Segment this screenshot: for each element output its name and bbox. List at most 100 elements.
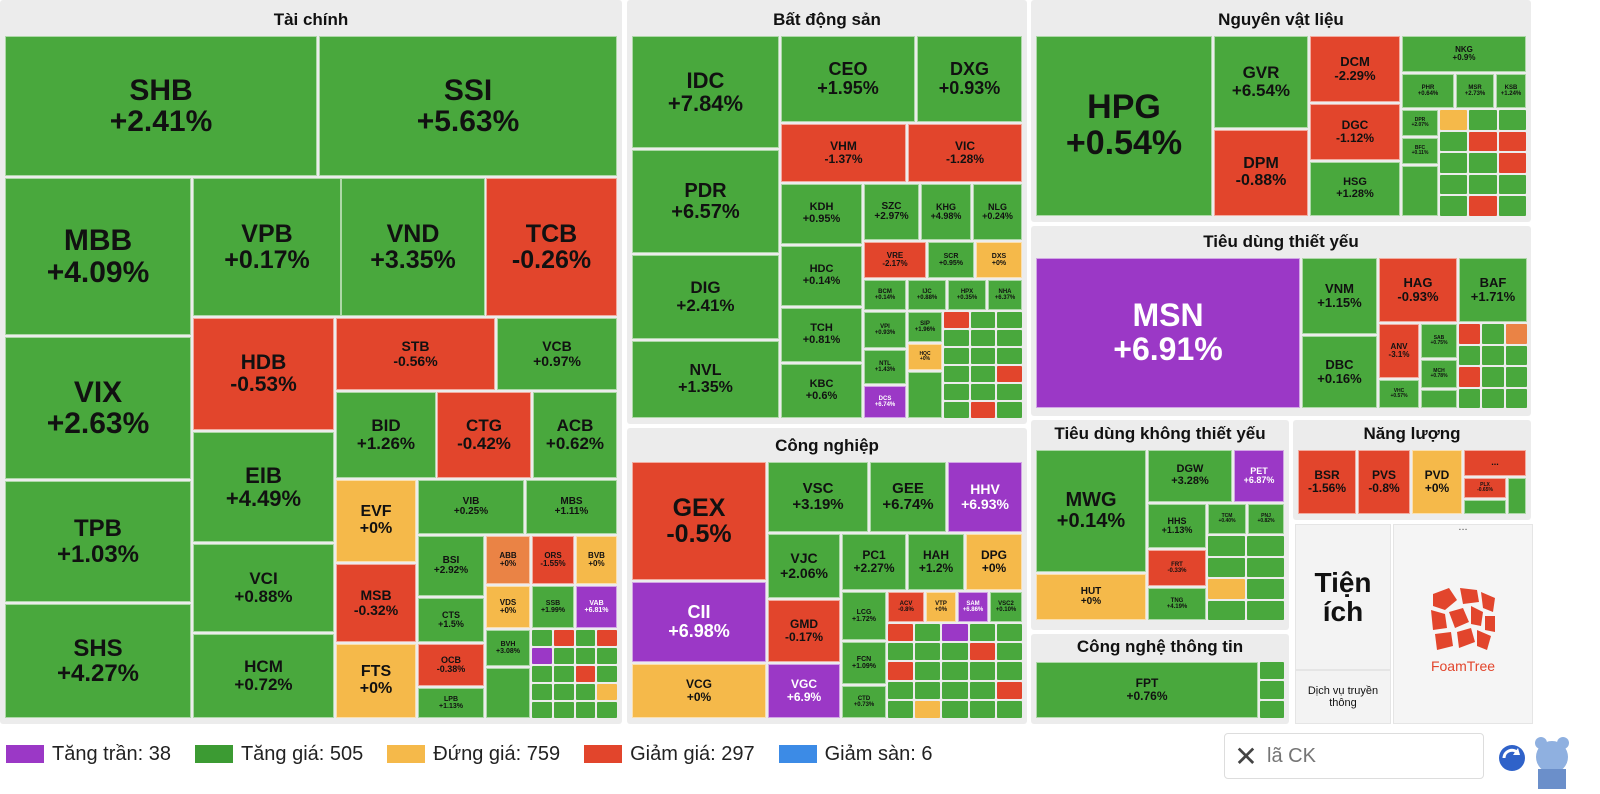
tile-hdb[interactable]: HDB -0.53% xyxy=(193,318,334,430)
tile-fcn[interactable]: FCN +1.09% xyxy=(842,642,886,684)
tile-szc[interactable]: SZC +2.97% xyxy=(864,184,919,240)
tile-hhv[interactable]: HHV +6.93% xyxy=(948,462,1022,532)
tile-nvl[interactable]: NVL +1.35% xyxy=(632,341,779,418)
tile-pc1[interactable]: PC1 +2.27% xyxy=(842,534,906,590)
tile-energy-small[interactable] xyxy=(1508,478,1526,514)
tile-dgw[interactable]: DGW +3.28% xyxy=(1148,450,1232,502)
tile-dxs[interactable]: DXS +0% xyxy=(976,242,1022,278)
tile-plx[interactable]: PLX -0.65% xyxy=(1464,478,1506,498)
tile-frt[interactable]: FRT -0.33% xyxy=(1148,550,1206,586)
tile-phr[interactable]: PHR +0.64% xyxy=(1402,74,1454,108)
tile-hhs[interactable]: HHS +1.13% xyxy=(1148,504,1206,548)
tile-tng[interactable]: TNG +4.19% xyxy=(1148,588,1206,620)
tile-vnd[interactable]: VND +3.35% xyxy=(341,178,485,316)
tile-kbc[interactable]: KBC +0.6% xyxy=(781,364,862,418)
tile-real-estate-small[interactable] xyxy=(908,372,942,418)
tile-vix[interactable]: VIX +2.63% xyxy=(5,337,191,479)
tile-stb[interactable]: STB -0.56% xyxy=(336,318,495,390)
media-block[interactable]: Dịch vụ truyền thông xyxy=(1295,670,1391,724)
tile-bvb[interactable]: BVB +0% xyxy=(576,536,617,584)
tile-vab[interactable]: VAB +6.81% xyxy=(576,586,617,628)
tile-vsc[interactable]: VSC +3.19% xyxy=(768,462,868,532)
tile-ksb[interactable]: KSB +1.24% xyxy=(1496,74,1526,108)
tile-dpg[interactable]: DPG +0% xyxy=(966,534,1022,590)
tile-ocb[interactable]: OCB -0.38% xyxy=(418,644,484,686)
tile-hah[interactable]: HAH +1.2% xyxy=(908,534,964,590)
tile-vgc[interactable]: VGC +6.9% xyxy=(768,664,840,718)
tile-bid[interactable]: BID +1.26% xyxy=(336,392,436,478)
tile-tcm[interactable]: TCM +0.40% xyxy=(1208,504,1246,534)
tile-lcg[interactable]: LCG +1.72% xyxy=(842,592,886,640)
tile-pvs[interactable]: PVS -0.8% xyxy=(1358,450,1410,514)
tile-hpx[interactable]: HPX +0.35% xyxy=(948,280,986,310)
tile-hqc[interactable]: HQC +0% xyxy=(908,344,942,370)
tile-eib[interactable]: EIB +4.49% xyxy=(193,432,334,542)
tile-dpm[interactable]: DPM -0.88% xyxy=(1214,130,1308,216)
stock-search-input[interactable] xyxy=(1265,743,1469,769)
tile-ctd[interactable]: CTD +0.73% xyxy=(842,686,886,718)
tile-finance-small[interactable] xyxy=(486,668,530,718)
tile-shb[interactable]: SHB +2.41% xyxy=(5,36,317,176)
tile-shs[interactable]: SHS +4.27% xyxy=(5,604,191,718)
tile-evf[interactable]: EVF +0% xyxy=(336,480,416,562)
tile-vcg[interactable]: VCG +0% xyxy=(632,664,766,718)
tile-bsr[interactable]: BSR -1.56% xyxy=(1298,450,1356,514)
tile-fpt[interactable]: FPT +0.76% xyxy=(1036,662,1258,718)
tile-cii[interactable]: CII +6.98% xyxy=(632,582,766,662)
tile-fts[interactable]: FTS +0% xyxy=(336,644,416,718)
tile-gee[interactable]: GEE +6.74% xyxy=(870,462,946,532)
tile-acv[interactable]: ACV -0.8% xyxy=(888,592,924,622)
tile-pnj[interactable]: PNJ +0.82% xyxy=(1248,504,1284,534)
tile-vcb[interactable]: VCB +0.97% xyxy=(497,318,617,390)
tile-idc[interactable]: IDC +7.84% xyxy=(632,36,779,148)
tile-msb[interactable]: MSB -0.32% xyxy=(336,564,416,642)
tile-cts[interactable]: CTS +1.5% xyxy=(418,598,484,642)
tile-vnm[interactable]: VNM +1.15% xyxy=(1302,258,1377,334)
utilities-block[interactable]: Tiện ích xyxy=(1295,524,1391,670)
tile-ssb[interactable]: SSB +1.99% xyxy=(532,586,574,628)
tile-ssi[interactable]: SSI +5.63% xyxy=(319,36,617,176)
tile-dcm[interactable]: DCM -2.29% xyxy=(1310,36,1400,102)
tile-hsg[interactable]: HSG +1.28% xyxy=(1310,162,1400,216)
tile-bvh[interactable]: BVH +3.08% xyxy=(486,630,530,666)
tile-kdh[interactable]: KDH +0.95% xyxy=(781,184,862,244)
tile-nlg[interactable]: NLG +0.24% xyxy=(973,184,1022,240)
tile-bsi[interactable]: BSI +2.92% xyxy=(418,536,484,596)
tile-energy-more[interactable]: ... xyxy=(1464,450,1526,476)
tile-vpb[interactable]: VPB +0.17% xyxy=(193,178,341,316)
tile-materials-small[interactable] xyxy=(1402,166,1438,216)
tile-tch[interactable]: TCH +0.81% xyxy=(781,308,862,362)
tile-scr[interactable]: SCR +0.95% xyxy=(928,242,974,278)
tile-dcs[interactable]: DCS +6.74% xyxy=(864,386,906,418)
tile-vsc-small[interactable]: VSC2 +0.10% xyxy=(990,592,1022,622)
tile-msn[interactable]: MSN +6.91% xyxy=(1036,258,1300,408)
tile-dpr[interactable]: DPR +2.07% xyxy=(1402,110,1438,136)
tile-ctg[interactable]: CTG -0.42% xyxy=(437,392,531,478)
tile-acb[interactable]: ACB +0.62% xyxy=(533,392,617,478)
tile-sip[interactable]: SIP +1.96% xyxy=(908,312,942,342)
tile-dig[interactable]: DIG +2.41% xyxy=(632,255,779,339)
tile-hag[interactable]: HAG -0.93% xyxy=(1379,258,1457,322)
tile-vpi[interactable]: VPI +0.93% xyxy=(864,312,906,348)
tile-hut[interactable]: HUT +0% xyxy=(1036,574,1146,620)
tile-energy-small-2[interactable] xyxy=(1464,500,1506,514)
tile-nha[interactable]: NHA +6.37% xyxy=(988,280,1022,310)
tile-ors[interactable]: ORS -1.55% xyxy=(532,536,574,584)
tile-bcm[interactable]: BCM +0.14% xyxy=(864,280,906,310)
tile-staples-small[interactable] xyxy=(1421,390,1457,408)
tile-vci[interactable]: VCI +0.88% xyxy=(193,544,334,632)
tile-dxg[interactable]: DXG +0.93% xyxy=(917,36,1022,122)
tile-gex[interactable]: GEX -0.5% xyxy=(632,462,766,580)
tile-hdc[interactable]: HDC +0.14% xyxy=(781,246,862,306)
tile-pvd[interactable]: PVD +0% xyxy=(1412,450,1462,514)
tile-vhm[interactable]: VHM -1.37% xyxy=(781,124,906,182)
tile-baf[interactable]: BAF +1.71% xyxy=(1459,258,1527,322)
tile-gmd[interactable]: GMD -0.17% xyxy=(768,600,840,662)
tile-ijc[interactable]: IJC +0.88% xyxy=(908,280,946,310)
close-icon[interactable]: ✕ xyxy=(1234,740,1258,772)
tile-abb[interactable]: ABB +0% xyxy=(486,536,530,584)
tile-pet[interactable]: PET +6.87% xyxy=(1234,450,1284,502)
tile-anv[interactable]: ANV -3.1% xyxy=(1379,324,1419,378)
tile-ceo[interactable]: CEO +1.95% xyxy=(781,36,915,122)
tile-dbc[interactable]: DBC +0.16% xyxy=(1302,336,1377,408)
